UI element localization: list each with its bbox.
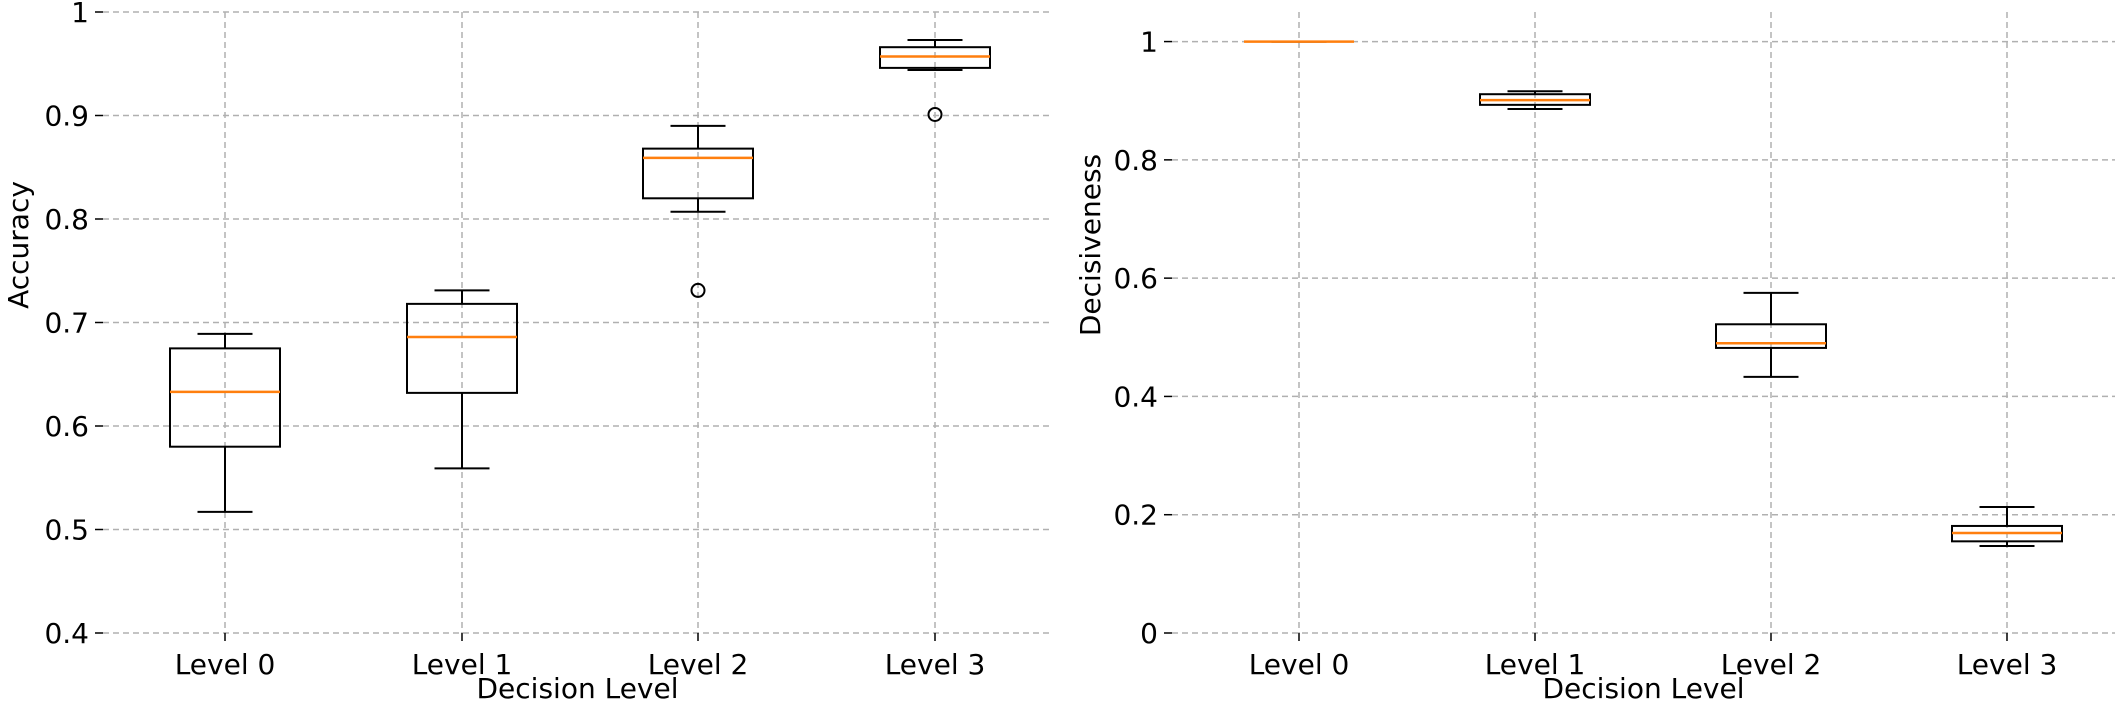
box-level-1	[1479, 90, 1591, 110]
y-tick-label: 1	[71, 0, 89, 29]
box-level-3	[879, 38, 991, 122]
y-tick-label: 0.5	[44, 514, 89, 547]
y-tick-label: 0.6	[44, 410, 89, 443]
y-tick-label: 0.6	[1113, 262, 1158, 295]
decisiveness-x-ticks: Level 0 Level 1 Level 2 Level 3	[1249, 633, 2058, 681]
decisiveness-grid	[1172, 12, 2115, 634]
x-tick-label: Level 2	[1721, 648, 1822, 681]
y-tick-label: 0	[1140, 617, 1158, 650]
accuracy-x-axis-title: Decision Level	[476, 672, 678, 705]
accuracy-boxes	[169, 38, 991, 513]
decisiveness-y-axis-title: Decisiveness	[1074, 154, 1107, 336]
decisiveness-boxplot-panel: 00.20.40.60.81 Level 0 Level 1 Level 2 Leve…	[1074, 12, 2115, 705]
decisiveness-y-ticks: 0 0.2 0.4 0.6 0.8 1	[1113, 26, 1172, 650]
y-tick-label: 0.8	[1113, 144, 1158, 177]
x-tick-label: Level 1	[1485, 648, 1586, 681]
accuracy-boxplot-panel: 0.40.50.60.70.80.91 Level 0 Level 1 Level …	[2, 0, 1052, 705]
x-tick-label: Level 1	[412, 648, 513, 681]
accuracy-grid	[103, 11, 1052, 634]
y-tick-label: 0.9	[44, 100, 89, 133]
box-level-1	[406, 289, 518, 470]
accuracy-y-axis-title: Accuracy	[2, 181, 35, 309]
y-tick-label: 0.4	[44, 617, 89, 650]
x-tick-label: Level 2	[648, 648, 749, 681]
box-iqr	[169, 347, 281, 448]
accuracy-y-ticks: 0.4 0.5 0.6 0.7 0.8 0.9 1	[44, 0, 103, 650]
box-level-3	[1951, 506, 2063, 548]
y-tick-label: 0.2	[1113, 499, 1158, 532]
box-level-2	[642, 124, 754, 298]
x-tick-label: Level 0	[175, 648, 276, 681]
y-tick-label: 0.4	[1113, 380, 1158, 413]
box-iqr	[1715, 323, 1827, 349]
y-tick-label: 0.7	[44, 307, 89, 340]
x-tick-label: Level 3	[1957, 648, 2058, 681]
decisiveness-x-axis-title: Decision Level	[1542, 672, 1744, 705]
y-tick-label: 1	[1140, 26, 1158, 59]
box-level-2	[1715, 291, 1827, 378]
box-level-0	[169, 332, 281, 513]
box-iqr	[642, 147, 754, 200]
decisiveness-boxes	[1244, 40, 2063, 548]
outlier-point	[690, 282, 706, 298]
box-iqr	[406, 302, 518, 394]
y-tick-label: 0.8	[44, 203, 89, 236]
accuracy-x-ticks: Level 0 Level 1 Level 2 Level 3	[175, 633, 986, 681]
x-tick-label: Level 0	[1249, 648, 1350, 681]
outlier-point	[927, 106, 943, 122]
x-tick-label: Level 3	[885, 648, 986, 681]
